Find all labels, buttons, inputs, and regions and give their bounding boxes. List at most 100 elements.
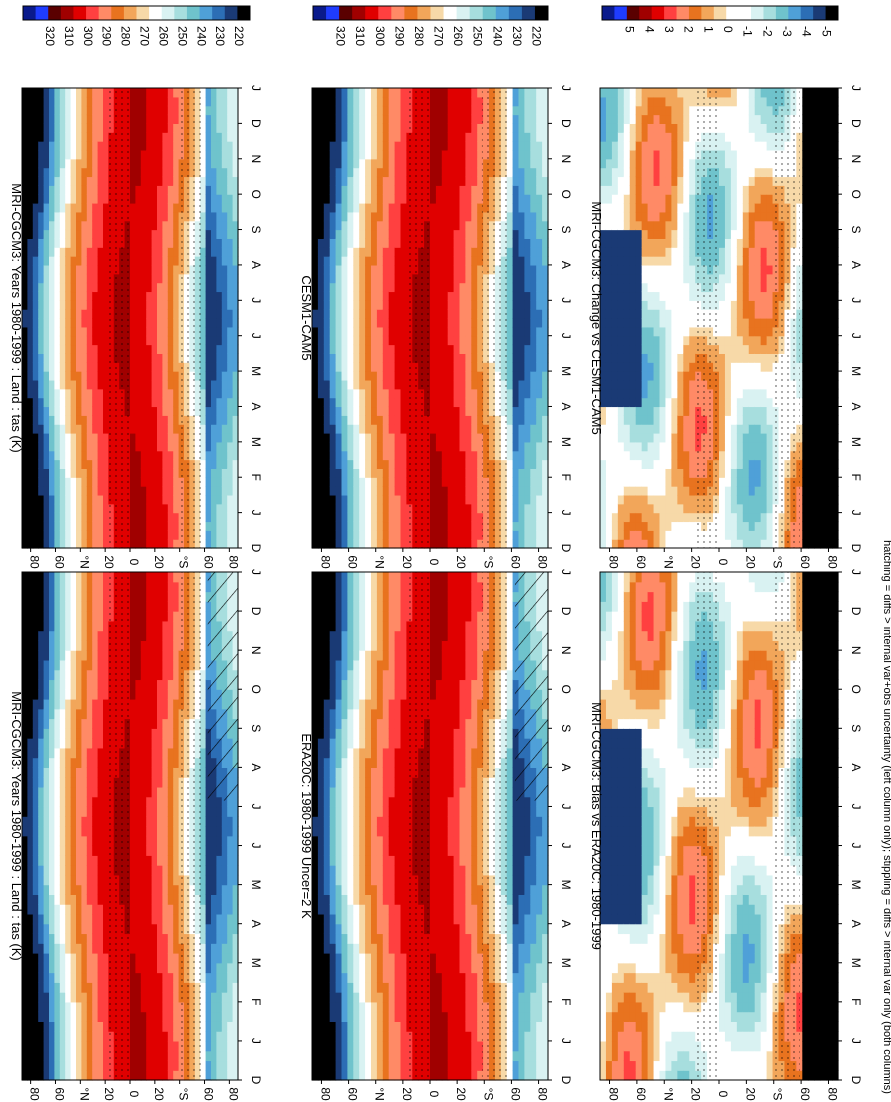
- heat-cell: [146, 203, 153, 213]
- heat-cell: [157, 362, 163, 372]
- heat-cell: [86, 397, 93, 408]
- heat-cell: [22, 247, 28, 257]
- heat-cell: [221, 874, 228, 886]
- heat-cell: [157, 796, 163, 808]
- heat-cell: [70, 738, 77, 749]
- heat-cell: [216, 300, 223, 310]
- heat-cell: [65, 441, 72, 452]
- heat-cell: [81, 953, 88, 964]
- heat-cell: [59, 176, 66, 186]
- heat-cell: [38, 572, 45, 583]
- heat-cell: [43, 669, 50, 681]
- heat-cell: [205, 229, 212, 239]
- heat-cell: [49, 521, 55, 531]
- heat-cell: [38, 767, 45, 778]
- heat-cell: [54, 105, 61, 116]
- heat-cell: [130, 282, 136, 293]
- heat-cell: [135, 203, 142, 213]
- heat-cell: [59, 659, 66, 671]
- heat-cell: [359, 679, 366, 690]
- colorbar-swatch: [199, 6, 213, 20]
- heat-cell: [221, 855, 228, 866]
- heat-cell: [146, 149, 153, 160]
- heat-cell: [157, 486, 163, 496]
- heat-cell: [157, 786, 163, 798]
- heat-cell: [173, 256, 180, 266]
- heat-cell: [167, 972, 174, 983]
- heat-cell: [130, 468, 136, 478]
- heat-cell: [146, 1070, 153, 1081]
- heat-cell: [227, 194, 234, 204]
- heat-cell: [359, 826, 366, 837]
- heat-cell: [227, 992, 234, 1003]
- heat-cell: [97, 962, 104, 974]
- heat-cell: [205, 264, 212, 275]
- heat-cell: [130, 757, 136, 768]
- heat-cell: [27, 96, 34, 107]
- heat-cell: [227, 256, 234, 266]
- heat-cell: [38, 699, 45, 710]
- heat-cell: [97, 388, 104, 399]
- heat-cell: [146, 468, 153, 478]
- heat-cell: [43, 450, 50, 461]
- heat-cell: [65, 611, 72, 622]
- heat-cell: [92, 88, 99, 98]
- heat-cell: [135, 1040, 142, 1052]
- heat-cell: [54, 450, 61, 461]
- heat-cell: [86, 220, 93, 231]
- heat-cell: [211, 845, 217, 856]
- heat-cell: [92, 379, 99, 390]
- heat-cell: [59, 972, 66, 983]
- heat-cell: [335, 640, 343, 651]
- heat-cell: [347, 972, 354, 983]
- heat-cell: [65, 362, 72, 372]
- heat-cell: [103, 835, 109, 847]
- heat-cell: [27, 1060, 34, 1071]
- heat-cell: [146, 229, 153, 239]
- heat-cell: [130, 572, 136, 583]
- heat-cell: [232, 264, 239, 275]
- heat-cell: [76, 477, 82, 487]
- heat-cell: [211, 972, 217, 983]
- colorbar-label: 220: [232, 26, 246, 46]
- heat-cell: [70, 699, 77, 710]
- heat-cell: [43, 220, 50, 231]
- heat-cell: [329, 767, 337, 778]
- heat-cell: [22, 105, 28, 116]
- heat-cell: [32, 1031, 39, 1042]
- heat-cell: [211, 923, 217, 935]
- heat-cell: [49, 708, 55, 720]
- heat-cell: [49, 264, 55, 275]
- heat-cell: [97, 486, 104, 496]
- heat-cell: [371, 904, 378, 915]
- heat-cell: [92, 923, 99, 935]
- heat-cell: [43, 105, 50, 116]
- heat-cell: [317, 845, 325, 856]
- heat-cell: [323, 757, 331, 768]
- heat-cell: [371, 777, 378, 788]
- heat-cell: [130, 477, 136, 487]
- heat-cell: [76, 539, 82, 549]
- heat-cell: [317, 962, 325, 974]
- heat-cell: [173, 406, 180, 416]
- heat-cell: [227, 88, 234, 98]
- heat-cell: [49, 1011, 55, 1022]
- heat-cell: [103, 291, 109, 301]
- heat-cell: [146, 211, 153, 222]
- heat-cell: [27, 972, 34, 983]
- heat-cell: [140, 433, 147, 443]
- heat-cell: [162, 450, 169, 461]
- heat-cell: [32, 264, 39, 275]
- heat-cell: [173, 362, 180, 372]
- heat-cell: [49, 256, 55, 266]
- heat-cell: [97, 591, 104, 602]
- heat-cell: [135, 699, 142, 710]
- heat-cell: [146, 884, 153, 895]
- heat-cell: [86, 238, 93, 248]
- heat-cell: [103, 335, 109, 346]
- heat-cell: [81, 185, 88, 195]
- heat-cell: [162, 318, 169, 328]
- heat-cell: [54, 718, 61, 729]
- heat-cell: [49, 659, 55, 671]
- heat-cell: [162, 992, 169, 1003]
